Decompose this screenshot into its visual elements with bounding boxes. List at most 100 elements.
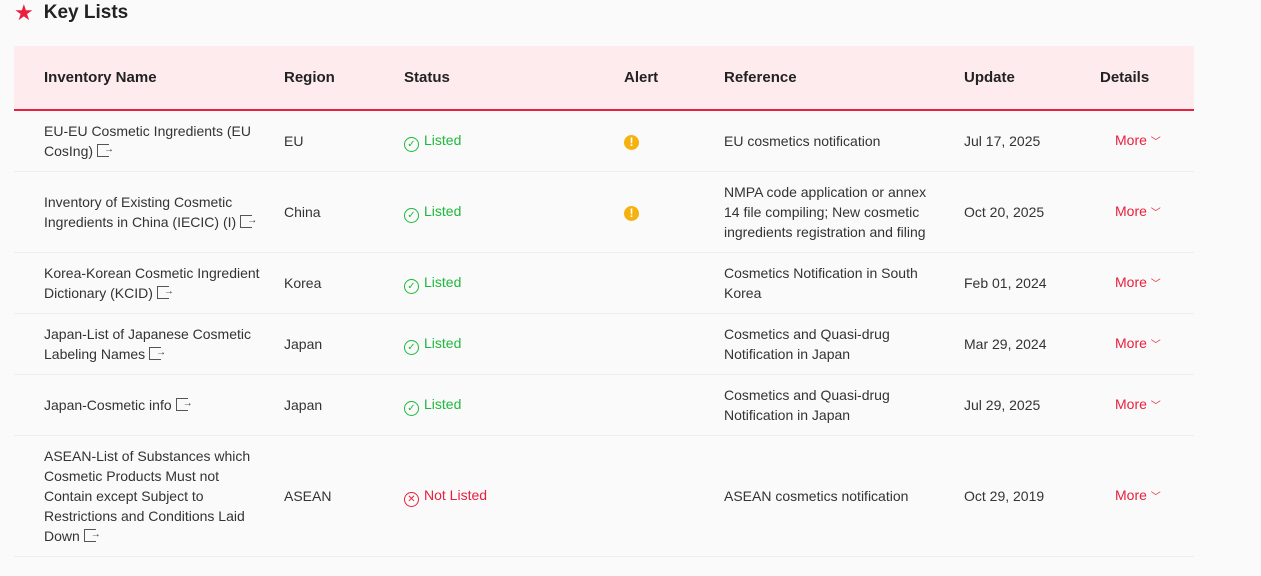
status-label: Listed bbox=[424, 274, 462, 290]
more-button[interactable]: More ﹀ bbox=[1115, 203, 1161, 219]
status-label: Listed bbox=[424, 396, 462, 412]
region: EU bbox=[274, 110, 394, 172]
star-icon: ★ bbox=[14, 0, 34, 25]
table-row: Inventory of Existing Cosmetic Ingredien… bbox=[14, 171, 1194, 253]
reference: Cosmetics and Quasi-drug Notification in… bbox=[714, 313, 954, 375]
inventory-name-cell: Inventory of Existing Cosmetic Ingredien… bbox=[14, 171, 274, 253]
check-circle-icon: ✓ bbox=[404, 401, 419, 416]
more-label: More bbox=[1115, 131, 1147, 148]
update-date: Jul 17, 2025 bbox=[954, 110, 1090, 172]
update-date: Oct 29, 2019 bbox=[954, 435, 1090, 557]
chevron-down-icon: ﹀ bbox=[1150, 339, 1161, 351]
external-link-icon[interactable] bbox=[83, 525, 101, 545]
region: China bbox=[274, 171, 394, 253]
more-button[interactable]: More ﹀ bbox=[1115, 487, 1161, 503]
status-cell: ✓ Listed bbox=[394, 252, 614, 314]
chevron-down-icon: ﹀ bbox=[1150, 278, 1161, 290]
update-date: Mar 29, 2024 bbox=[954, 313, 1090, 375]
more-button[interactable]: More ﹀ bbox=[1115, 132, 1161, 148]
inventory-name-cell: EU-EU Cosmetic Ingredients (EU CosIng) bbox=[14, 110, 274, 172]
inventory-name: EU-EU Cosmetic Ingredients (EU CosIng) bbox=[44, 123, 251, 159]
section-header: ★ Key Lists bbox=[14, 0, 128, 26]
check-circle-icon: ✓ bbox=[404, 208, 419, 223]
reference: ASEAN cosmetics notification bbox=[714, 435, 954, 557]
alert-cell bbox=[614, 313, 714, 375]
more-label: More bbox=[1115, 273, 1147, 290]
reference: EU cosmetics notification bbox=[714, 110, 954, 172]
external-link-icon[interactable] bbox=[240, 211, 257, 231]
chevron-down-icon: ﹀ bbox=[1150, 136, 1161, 148]
column-header-reference: Reference bbox=[714, 46, 954, 111]
details-cell: More ﹀ bbox=[1090, 171, 1194, 253]
status-label: Listed bbox=[424, 335, 462, 351]
details-cell: More ﹀ bbox=[1090, 252, 1194, 314]
column-header-region: Region bbox=[274, 46, 394, 111]
more-button[interactable]: More ﹀ bbox=[1115, 396, 1161, 412]
status-cell: ✓ Listed bbox=[394, 313, 614, 375]
reference: NMPA code application or annex 14 file c… bbox=[714, 171, 954, 253]
inventory-name-cell: Korea-Korean Cosmetic Ingredient Diction… bbox=[14, 252, 274, 314]
alert-cell: ! bbox=[614, 110, 714, 172]
details-cell: More ﹀ bbox=[1090, 374, 1194, 436]
update-date: Feb 01, 2024 bbox=[954, 252, 1090, 314]
more-button[interactable]: More ﹀ bbox=[1115, 274, 1161, 290]
table-row: Korea-Korean Cosmetic Ingredient Diction… bbox=[14, 252, 1194, 314]
inventory-name-cell: Japan-Cosmetic info bbox=[14, 374, 274, 436]
status-cell: ✓ Listed bbox=[394, 374, 614, 436]
chevron-down-icon: ﹀ bbox=[1150, 207, 1161, 219]
more-label: More bbox=[1115, 334, 1147, 351]
details-cell: More ﹀ bbox=[1090, 435, 1194, 557]
status-label: Listed bbox=[424, 132, 462, 148]
section-title: Key Lists bbox=[43, 2, 129, 23]
chevron-down-icon: ﹀ bbox=[1150, 400, 1161, 412]
external-link-icon[interactable] bbox=[149, 343, 166, 363]
update-date: Jul 29, 2025 bbox=[954, 374, 1090, 436]
region: Japan bbox=[274, 374, 394, 436]
inventory-name: Inventory of Existing Cosmetic Ingredien… bbox=[44, 194, 237, 230]
check-circle-icon: ✓ bbox=[404, 137, 419, 152]
alert-cell bbox=[614, 374, 714, 436]
details-cell: More ﹀ bbox=[1090, 313, 1194, 375]
update-date: Oct 20, 2025 bbox=[954, 171, 1090, 253]
alert-cell bbox=[614, 252, 714, 314]
reference: Cosmetics and Quasi-drug Notification in… bbox=[714, 374, 954, 436]
inventory-name-cell: Japan-List of Japanese Cosmetic Labeling… bbox=[14, 313, 274, 375]
reference: Cosmetics Notification in South Korea bbox=[714, 252, 954, 314]
region: ASEAN bbox=[274, 435, 394, 557]
column-header-update: Update bbox=[954, 46, 1090, 111]
more-label: More bbox=[1115, 202, 1147, 219]
table-row: ASEAN-List of Substances which Cosmetic … bbox=[14, 435, 1194, 557]
table-row: Japan-Cosmetic info Japan ✓ Listed Cosmetics… bbox=[14, 374, 1194, 436]
region: Korea bbox=[274, 252, 394, 314]
column-header-status: Status bbox=[394, 46, 614, 111]
status-label: Listed bbox=[424, 203, 462, 219]
region: Japan bbox=[274, 313, 394, 375]
details-cell: More ﹀ bbox=[1090, 110, 1194, 172]
alert-cell bbox=[614, 435, 714, 557]
inventory-name: ASEAN-List of Substances which Cosmetic … bbox=[44, 448, 251, 544]
inventory-name: Japan-Cosmetic info bbox=[44, 397, 172, 413]
column-header-name: Inventory Name bbox=[14, 46, 274, 111]
status-cell: ✓ Listed bbox=[394, 171, 614, 253]
x-circle-icon: ✕ bbox=[404, 492, 419, 507]
inventory-name: Japan-List of Japanese Cosmetic Labeling… bbox=[44, 326, 251, 362]
inventory-name: Korea-Korean Cosmetic Ingredient Diction… bbox=[44, 265, 260, 301]
column-header-alert: Alert bbox=[614, 46, 714, 111]
column-header-details: Details bbox=[1090, 46, 1194, 111]
more-button[interactable]: More ﹀ bbox=[1115, 335, 1161, 351]
key-lists-table: Inventory Name Region Status Alert Reference… bbox=[14, 46, 1194, 557]
alert-icon[interactable]: ! bbox=[624, 206, 639, 221]
table-row: Japan-List of Japanese Cosmetic Labeling… bbox=[14, 313, 1194, 375]
status-label: Not Listed bbox=[424, 487, 488, 503]
external-link-icon[interactable] bbox=[97, 140, 114, 160]
status-cell: ✕ Not Listed bbox=[394, 435, 614, 557]
check-circle-icon: ✓ bbox=[404, 279, 419, 294]
alert-icon[interactable]: ! bbox=[624, 135, 639, 150]
inventory-name-cell: ASEAN-List of Substances which Cosmetic … bbox=[14, 435, 274, 557]
more-label: More bbox=[1115, 486, 1147, 503]
external-link-icon[interactable] bbox=[175, 394, 193, 414]
check-circle-icon: ✓ bbox=[404, 340, 419, 355]
chevron-down-icon: ﹀ bbox=[1150, 491, 1161, 503]
external-link-icon[interactable] bbox=[156, 282, 174, 302]
more-label: More bbox=[1115, 395, 1147, 412]
